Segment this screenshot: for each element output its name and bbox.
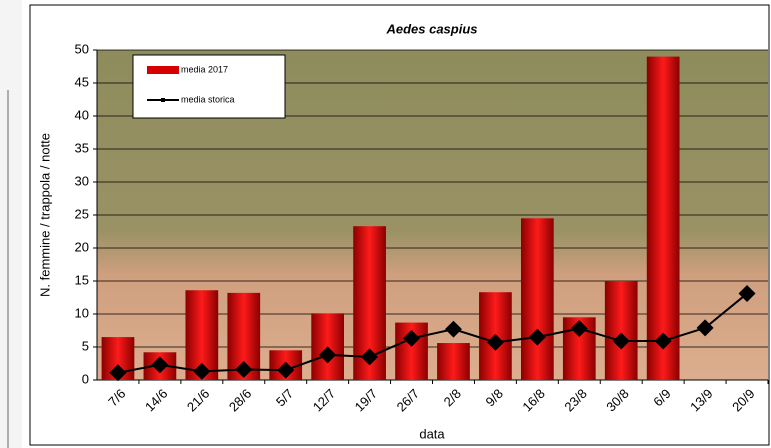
chart: Aedes caspius data N. femmine / trappola… [0,0,771,448]
bar [605,281,638,380]
bar [521,218,554,380]
legend-label: media 2017 [181,64,228,74]
y-tick-label: 45 [75,74,89,89]
y-tick-label: 0 [82,371,89,386]
legend-label: media storica [181,94,235,104]
y-axis-label: N. femmine / trappola / notte [37,133,52,297]
y-tick-label: 20 [75,239,89,254]
bar [647,57,680,380]
y-tick-label: 5 [82,338,89,353]
legend-swatch [147,66,179,74]
y-tick-label: 50 [75,41,89,56]
y-tick-label: 30 [75,173,89,188]
y-tick-label: 15 [75,272,89,287]
bar [437,343,470,380]
y-tick-label: 40 [75,107,89,122]
side-panel [0,0,22,448]
x-axis-label: data [419,426,445,441]
y-tick-label: 25 [75,206,89,221]
y-tick-label: 10 [75,305,89,320]
chart-title: Aedes caspius [385,21,477,36]
y-tick-label: 35 [75,140,89,155]
legend-marker [161,98,165,102]
